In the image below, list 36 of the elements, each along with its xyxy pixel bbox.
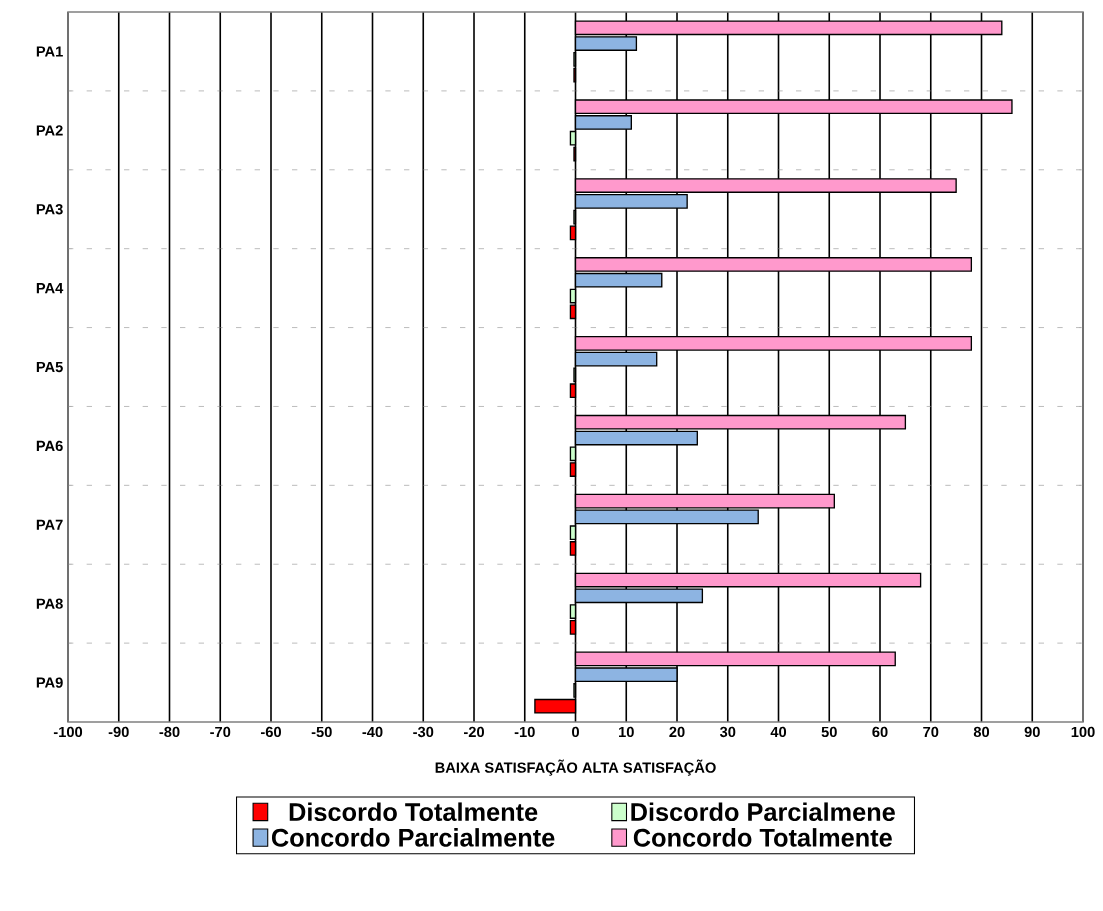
x-tick-label: 20: [669, 726, 685, 738]
x-tick-label: 0: [572, 726, 579, 738]
x-tick-label: 50: [821, 726, 837, 738]
x-tick-label: 10: [619, 726, 634, 738]
x-tick-label: -30: [413, 726, 434, 738]
y-tick-label: PA9: [36, 677, 63, 688]
y-tick-label: PA5: [36, 361, 63, 373]
x-tick-label: -40: [362, 726, 383, 738]
x-tick-label: 60: [872, 726, 888, 738]
y-tick-label: PA4: [36, 283, 64, 294]
y-tick-label: PA3: [36, 204, 63, 215]
y-tick-label: PA7: [36, 519, 63, 530]
x-tick-label: -50: [311, 726, 332, 738]
x-tick-label: -10: [514, 726, 535, 738]
y-tick-label: PA2: [36, 125, 63, 136]
y-tick-label: PA8: [36, 598, 63, 609]
legend-label: Discordo Parcialmene: [631, 802, 895, 822]
y-tick-label: PA6: [36, 440, 63, 452]
x-tick-label: 90: [1024, 726, 1040, 738]
x-tick-label: 80: [973, 726, 990, 738]
legend-label: Concordo Totalmente: [633, 828, 892, 847]
x-axis-title: BAIXA SATISFAÇÃO ALTA SATISFAÇÃO: [435, 759, 716, 776]
x-tick-label: 30: [719, 726, 736, 738]
x-tick-label: -90: [108, 726, 129, 738]
legend-label: Concordo Parcialmente: [271, 828, 555, 847]
x-tick-label: 40: [770, 726, 787, 738]
x-tick-label: -20: [463, 726, 484, 738]
x-tick-label: -80: [159, 726, 180, 738]
legend-label: Discordo Totalmente: [289, 802, 538, 822]
x-tick-label: 100: [1071, 726, 1095, 738]
bar: [574, 493, 835, 509]
x-tick-label: -60: [260, 726, 281, 738]
x-tick-label: 70: [923, 726, 939, 738]
x-tick-label: -100: [53, 726, 83, 738]
x-tick-label: -70: [210, 726, 231, 738]
y-tick-label: PA1: [36, 46, 63, 57]
